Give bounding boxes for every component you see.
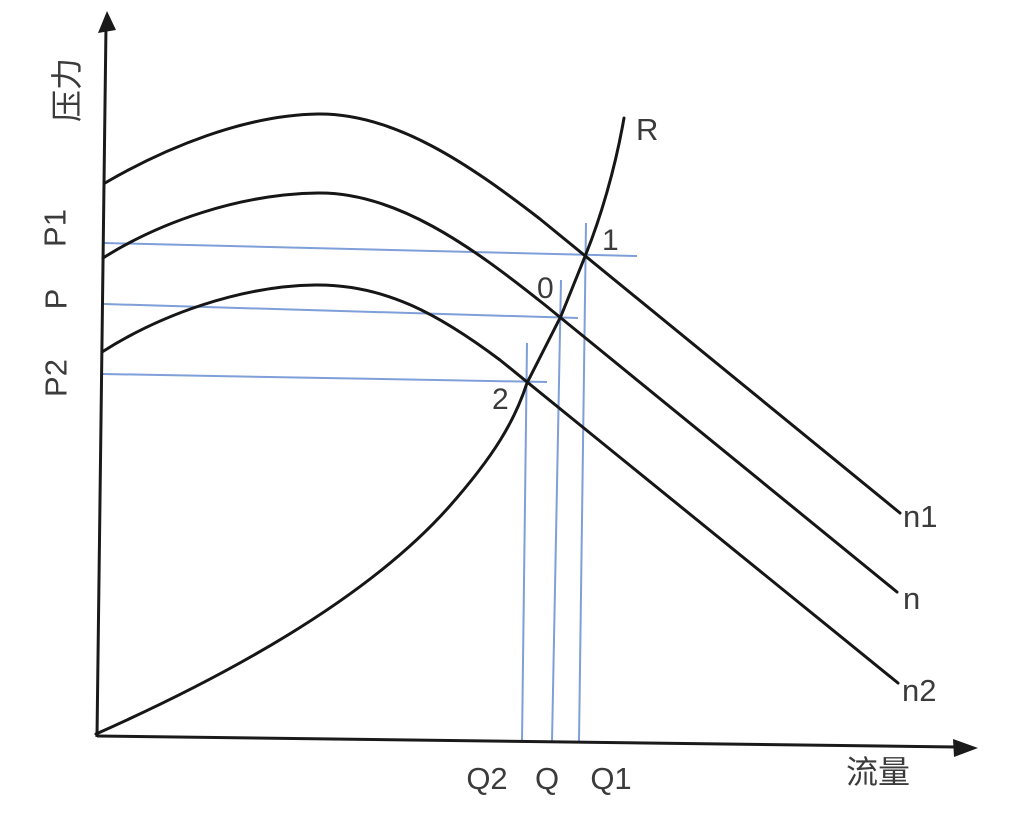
curve-R [94, 116, 626, 736]
x-axis-arrowhead [953, 739, 978, 757]
label-tick-Q1: Q1 [590, 761, 631, 796]
label-y-axis-title: 压力 [49, 58, 85, 122]
label-curve-label-R: R [636, 112, 658, 147]
label-curve-label-n2: n2 [902, 673, 936, 708]
guide-P-horizontal [103, 303, 579, 319]
label-point-label-1: 1 [602, 224, 619, 257]
label-tick-P1: P1 [38, 209, 73, 247]
y-axis [95, 25, 108, 738]
label-point-label-2: 2 [492, 383, 509, 416]
curve-n [101, 191, 899, 594]
label-curve-label-n: n [903, 581, 920, 616]
label-point-label-0: 0 [537, 272, 554, 305]
guide-Q1-vertical [578, 222, 587, 743]
x-axis [96, 734, 957, 749]
curve-n2 [100, 283, 900, 685]
guide-P2-horizontal [102, 373, 548, 383]
label-tick-Q2: Q2 [466, 761, 507, 796]
label-x-axis-title: 流量 [846, 754, 910, 790]
label-tick-P: P [39, 289, 74, 310]
curve-n1 [103, 112, 902, 515]
guide-Q2-vertical [521, 342, 528, 743]
label-tick-Q: Q [535, 761, 559, 796]
y-axis-arrowhead [98, 11, 116, 33]
label-curve-label-n1: n1 [903, 499, 937, 534]
guide-Q-vertical [551, 279, 562, 743]
label-tick-P2: P2 [39, 359, 74, 397]
guide-P1-horizontal [103, 242, 638, 257]
